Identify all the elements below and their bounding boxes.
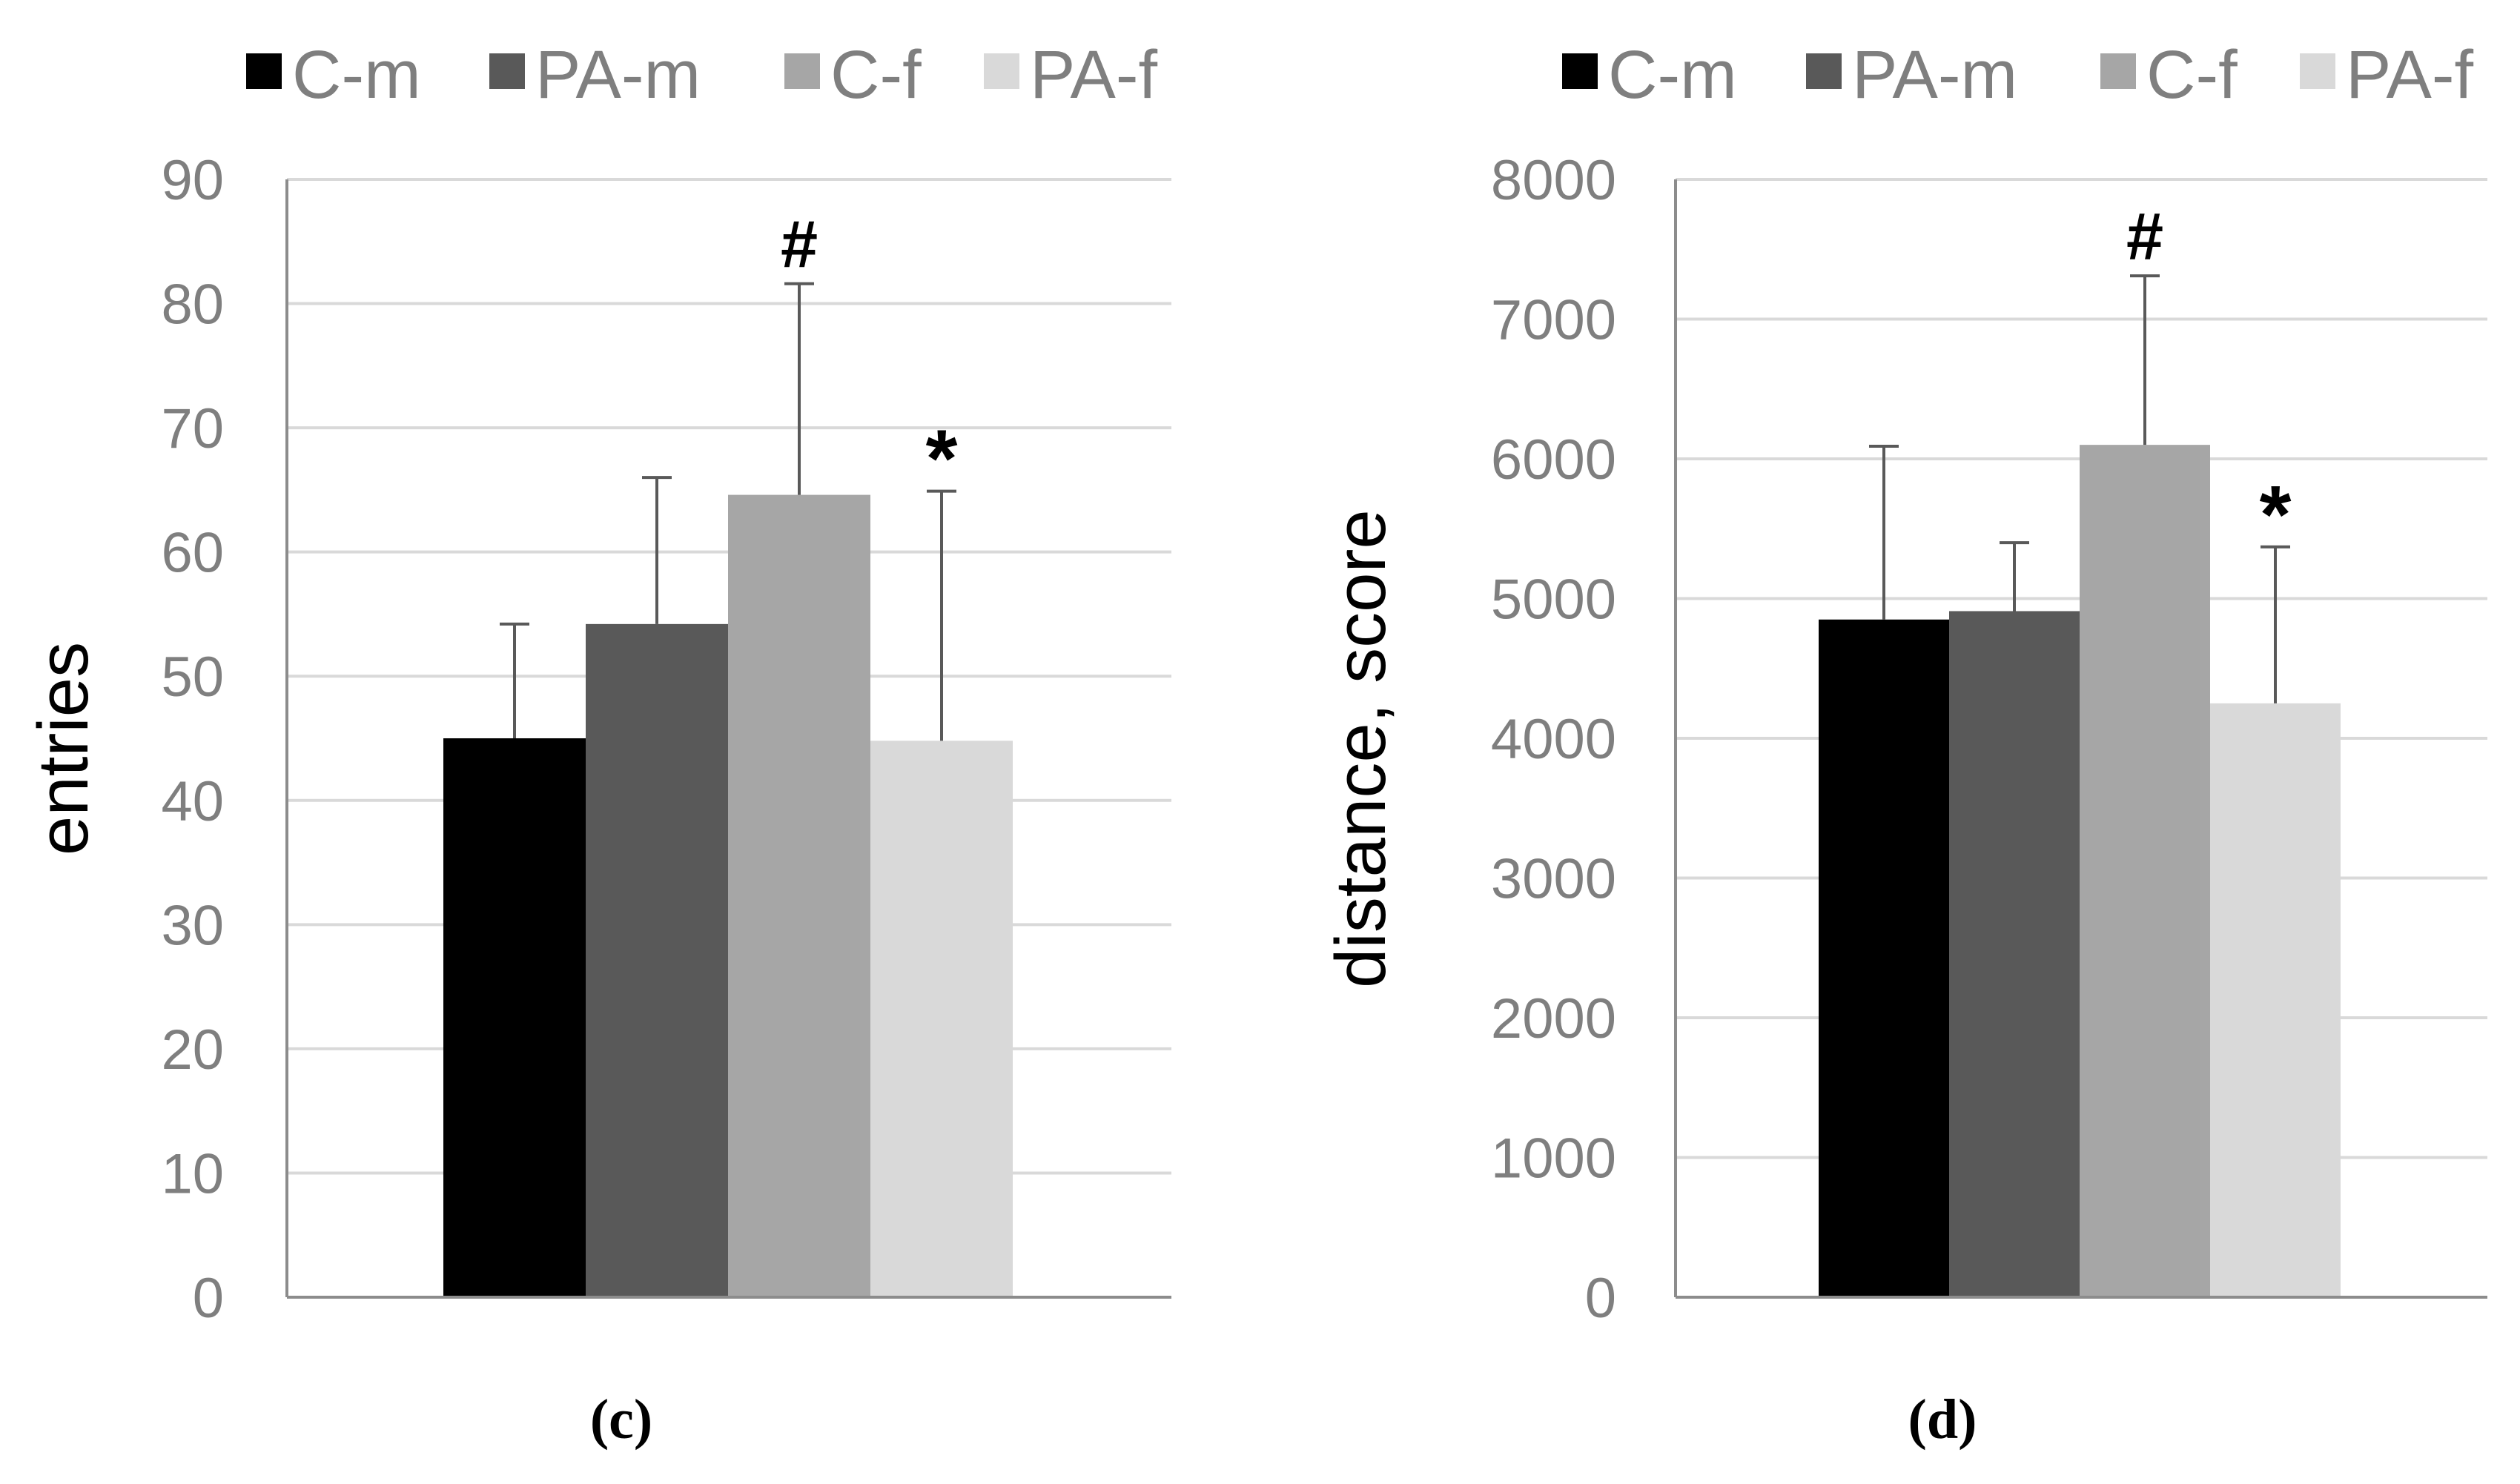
legend-swatch-C-m [1562,53,1598,89]
y-tick-label: 7000 [1491,289,1616,352]
significance-mark-C-f: # [2126,200,2163,274]
bar-C-m [1819,619,1949,1297]
chart-panel-d: 0 1000 2000 3000 4000 5000 6000 7000 8000 # * C-m PA… [1321,37,2487,1451]
legend-label-C-m: C-m [1608,37,1737,113]
y-tick-label: 70 [161,397,224,460]
legend-swatch-PA-m [1806,53,1842,89]
y-tick-label: 60 [161,522,224,585]
legend-label-C-m: C-m [292,37,421,113]
y-tick-label: 0 [1585,1267,1616,1330]
legend-label-C-f: C-f [830,37,922,113]
y-tick-label: 80 [161,274,224,337]
legend-label-PA-m: PA-m [1852,37,2017,113]
legend-swatch-C-f [784,53,820,89]
y-tick-label: 30 [161,894,224,957]
bar-PA-m [1949,611,2080,1297]
significance-mark-PA-f: * [926,414,958,505]
legend-label-PA-f: PA-f [1030,37,1158,113]
y-axis-label: entries [24,642,103,855]
y-tick-label: 8000 [1491,149,1616,212]
legend-swatch-C-f [2100,53,2136,89]
y-tick-label: 90 [161,149,224,212]
legend-label-C-f: C-f [2146,37,2238,113]
legend-label-PA-m: PA-m [535,37,701,113]
y-tick-label: 1000 [1491,1127,1616,1190]
significance-mark-C-f: # [781,208,818,282]
legend-swatch-PA-f [984,53,1019,89]
bar-C-f [728,494,870,1298]
y-tick-label: 10 [161,1142,224,1205]
y-tick-label: 3000 [1491,848,1616,911]
y-tick-label: 6000 [1491,428,1616,491]
y-tick-label: 2000 [1491,987,1616,1050]
legend-label-PA-f: PA-f [2346,37,2474,113]
bar-PA-f [2210,703,2341,1297]
chart-panel-c: 0 10 20 30 40 50 60 70 80 90 # * C-m PA-m C-f PA-f entri… [24,37,1171,1451]
y-tick-label: 20 [161,1018,224,1081]
y-axis-label: distance, score [1321,509,1400,988]
legend-swatch-PA-f [2300,53,2335,89]
significance-mark-PA-f: * [2260,469,2292,560]
bar-PA-m [586,623,728,1297]
bar-C-m [443,738,586,1297]
panel-caption: (d) [1908,1388,1977,1451]
y-tick-label: 4000 [1491,708,1616,771]
y-tick-label: 5000 [1491,569,1616,632]
legend-swatch-C-m [246,53,282,89]
bar-C-f [2080,445,2210,1297]
y-tick-label: 40 [161,770,224,833]
y-tick-label: 0 [193,1267,224,1330]
panel-caption: (c) [590,1388,652,1451]
y-tick-label: 50 [161,646,224,709]
legend-swatch-PA-m [489,53,525,89]
bar-PA-f [870,741,1013,1297]
